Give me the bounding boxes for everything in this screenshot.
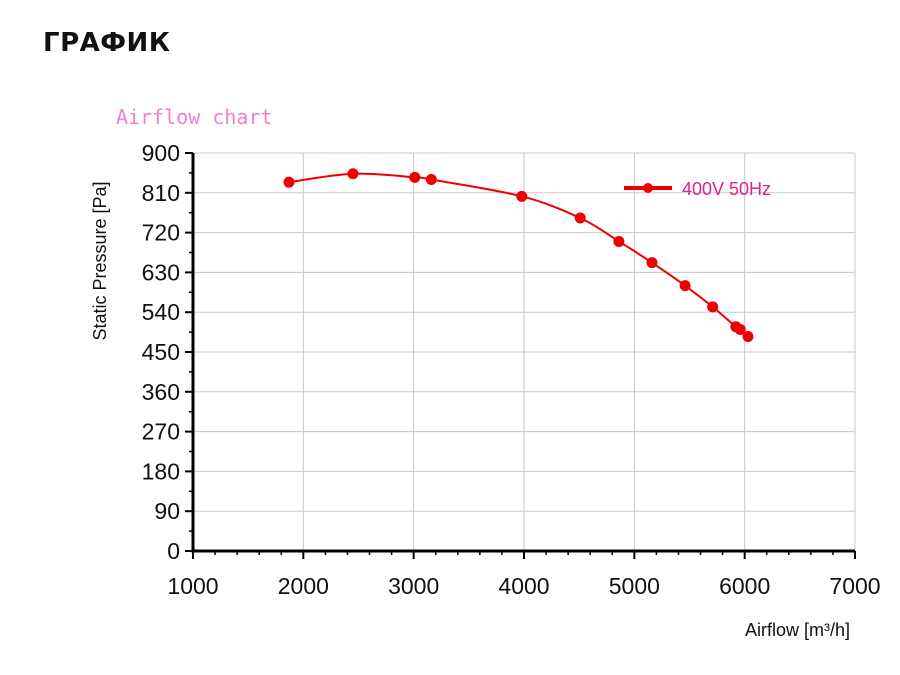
y-tick-label: 270 [142,419,180,445]
legend-marker [643,183,653,193]
data-point [646,257,658,269]
page-heading: ГРАФИК [43,28,171,58]
x-tick-label: 5000 [609,573,660,599]
data-point [516,190,528,202]
y-tick-label: 720 [142,220,180,246]
chart-grid [193,152,856,551]
tick-labels: 0 90 180 270 360 450 540 630 720 810 900 1000 2000 30… [142,140,881,599]
y-tick-label: 0 [167,538,180,564]
data-point [574,212,586,224]
data-point [283,176,295,188]
data-point [347,168,359,180]
x-tick-label: 7000 [829,573,880,599]
data-point [409,171,421,183]
data-point [613,235,625,247]
x-tick-label: 6000 [719,573,770,599]
data-point [425,174,437,186]
x-tick-label: 3000 [388,573,439,599]
x-tick-label: 2000 [278,573,329,599]
chart-axes [185,152,856,559]
y-tick-label: 360 [142,379,180,405]
y-tick-label: 90 [154,498,180,524]
chart-legend: 400V 50Hz [624,179,771,199]
y-tick-label: 450 [142,339,180,365]
y-tick-label: 540 [142,299,180,325]
y-tick-label: 180 [142,458,180,484]
data-point [742,331,754,343]
chart-series [283,168,754,343]
data-point [734,323,746,335]
y-tick-label: 630 [142,259,180,285]
x-tick-label: 1000 [167,573,218,599]
x-tick-label: 4000 [498,573,549,599]
y-tick-label: 900 [142,140,180,166]
data-point [679,280,691,292]
data-point [707,301,719,313]
chart-title: Airflow chart [116,105,273,129]
y-axis-label: Static Pressure [Pa] [90,181,110,340]
x-axis-label: Airflow [m³/h] [745,620,850,640]
legend-label: 400V 50Hz [682,179,771,199]
y-tick-label: 810 [142,180,180,206]
